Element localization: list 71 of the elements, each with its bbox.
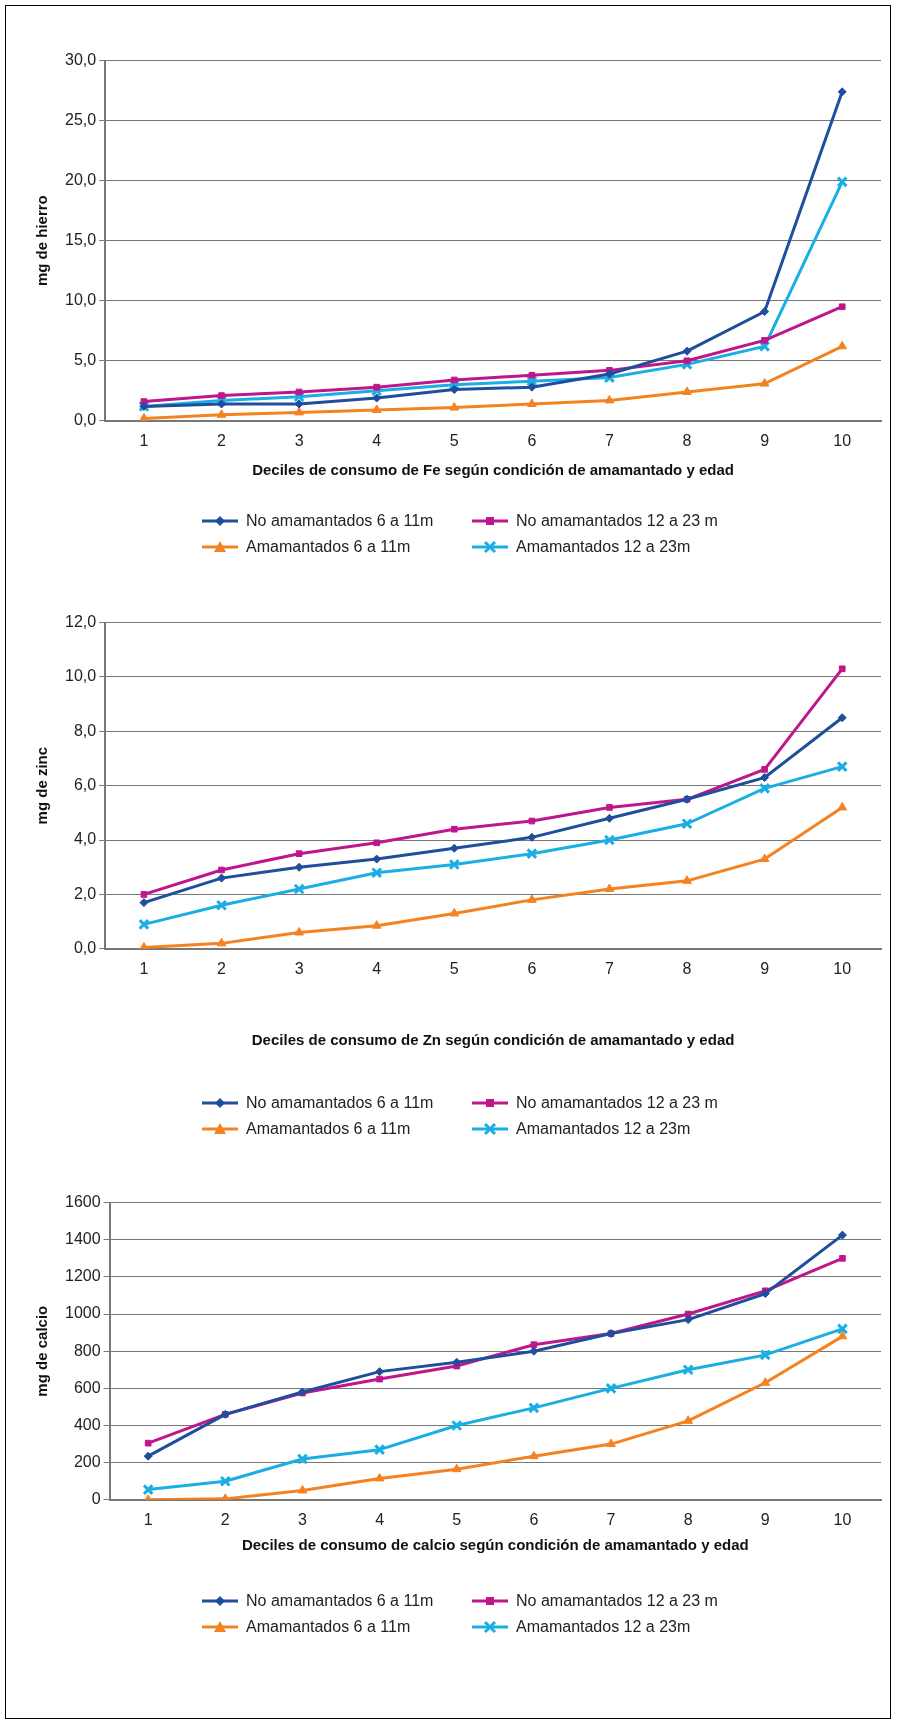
x-tick-label: 5 (452, 1510, 462, 1528)
y-tick-label: 25,0 (65, 111, 97, 129)
x-tick-label: 10 (833, 431, 852, 449)
legend-label: No amamantados 6 a 11m (246, 1592, 434, 1610)
y-tick-label: 4,0 (73, 830, 97, 848)
y-tick-label: 15,0 (65, 231, 97, 249)
y-tick-label: 400 (73, 1415, 101, 1433)
x-tick-label: 5 (449, 959, 459, 977)
y-axis-title: mg de hierro (33, 195, 51, 287)
y-tick-label: 600 (73, 1378, 101, 1396)
x-tick-label: 10 (833, 959, 852, 977)
x-tick-label: 4 (372, 959, 382, 977)
legend-label: Amamantados 12 a 23m (516, 1618, 691, 1636)
x-tick-label: 3 (294, 431, 304, 449)
x-tick-label: 3 (294, 959, 304, 977)
x-tick-label: 2 (220, 1510, 230, 1528)
x-tick-label: 4 (375, 1510, 385, 1528)
x-tick-label: 7 (605, 959, 614, 977)
y-tick-label: 1600 (65, 1193, 101, 1211)
x-tick-label: 9 (760, 959, 770, 977)
x-axis-title: Deciles de consumo de Fe según condición de amamantado y edad (252, 461, 734, 479)
x-tick-label: 8 (682, 959, 692, 977)
x-tick-label: 6 (527, 959, 537, 977)
x-axis-title: Deciles de consumo de calcio según condición de amamantado y edad (241, 1536, 749, 1554)
x-tick-label: 5 (449, 431, 459, 449)
y-tick-label: 0 (91, 1490, 101, 1508)
y-axis-title: mg de calcio (33, 1305, 51, 1397)
x-axis-title: Deciles de consumo de Zn según condición de amamantado y edad (251, 1031, 735, 1049)
x-tick-label: 8 (682, 431, 692, 449)
y-tick-label: 200 (73, 1453, 101, 1471)
x-tick-label: 1 (143, 1510, 153, 1528)
legend-label: Amamantados 12 a 23m (516, 538, 691, 556)
x-tick-label: 9 (760, 1510, 770, 1528)
x-tick-label: 2 (217, 431, 227, 449)
y-tick-label: 20,0 (65, 171, 97, 189)
y-tick-label: 10,0 (65, 291, 97, 309)
x-tick-label: 10 (833, 1510, 852, 1528)
x-tick-label: 4 (372, 431, 382, 449)
y-tick-label: 0,0 (73, 939, 97, 957)
y-tick-label: 30,0 (65, 51, 97, 69)
y-tick-label: 1000 (65, 1304, 101, 1322)
y-tick-label: 8,0 (73, 721, 97, 739)
x-tick-label: 1 (139, 431, 149, 449)
legend-label: No amamantados 12 a 23 m (516, 1592, 718, 1610)
y-tick-label: 5,0 (73, 351, 97, 369)
x-tick-label: 7 (605, 431, 614, 449)
x-tick-label: 1 (139, 959, 149, 977)
x-tick-label: 9 (760, 431, 770, 449)
x-tick-label: 6 (527, 431, 537, 449)
y-tick-label: 800 (73, 1341, 101, 1359)
y-tick-label: 12,0 (65, 613, 97, 631)
x-tick-label: 3 (297, 1510, 307, 1528)
legend-label: No amamantados 6 a 11m (246, 512, 434, 530)
legend-label: Amamantados 6 a 11m (246, 1618, 411, 1636)
legend-label: No amamantados 6 a 11m (246, 1094, 434, 1112)
x-tick-label: 8 (683, 1510, 693, 1528)
y-tick-label: 1200 (65, 1267, 101, 1285)
legend-label: No amamantados 12 a 23 m (516, 512, 718, 530)
y-tick-label: 2,0 (73, 884, 97, 902)
y-axis-title: mg de zinc (33, 746, 51, 825)
y-tick-label: 1400 (65, 1230, 101, 1248)
legend-label: Amamantados 12 a 23m (516, 1120, 691, 1138)
x-tick-label: 2 (217, 959, 227, 977)
legend-label: No amamantados 12 a 23 m (516, 1094, 718, 1112)
y-tick-label: 6,0 (73, 776, 97, 794)
y-tick-label: 10,0 (65, 667, 97, 685)
legend-label: Amamantados 6 a 11m (246, 538, 411, 556)
legend-label: Amamantados 6 a 11m (246, 1120, 411, 1138)
x-tick-label: 7 (606, 1510, 616, 1528)
x-tick-label: 6 (529, 1510, 539, 1528)
y-tick-label: 0,0 (73, 411, 97, 429)
